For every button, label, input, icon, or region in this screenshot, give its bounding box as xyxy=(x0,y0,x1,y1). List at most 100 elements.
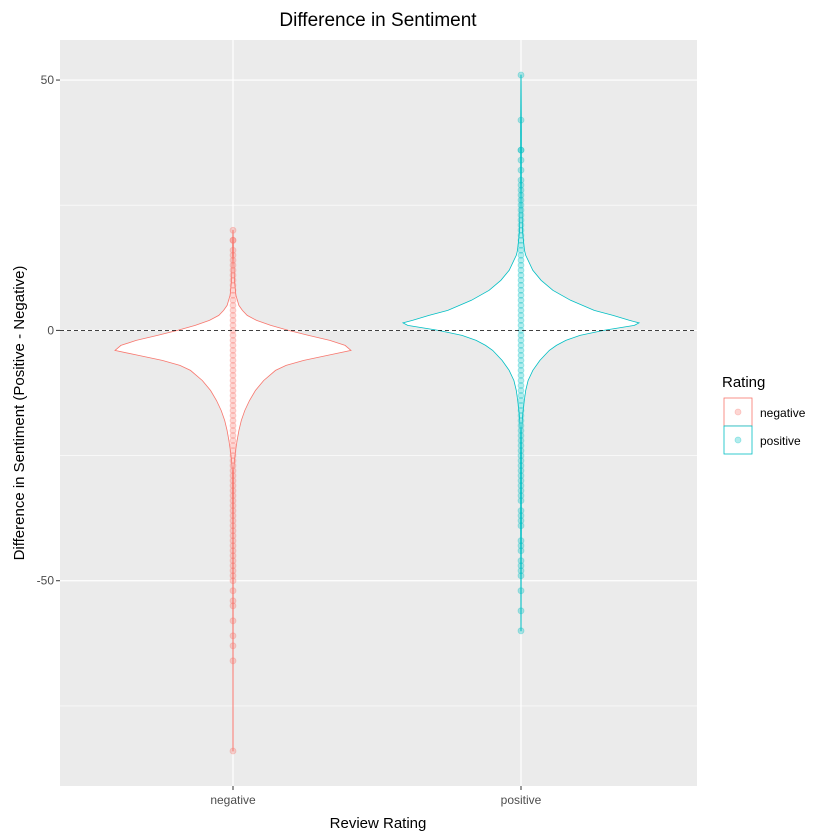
data-point-negative xyxy=(229,291,237,299)
data-point-negative xyxy=(229,397,237,404)
data-point-positive xyxy=(517,587,525,595)
data-point-negative xyxy=(229,281,237,289)
data-point-negative xyxy=(229,251,237,259)
data-point-positive xyxy=(517,482,525,490)
data-point-negative xyxy=(229,427,237,434)
legend-label-positive: positive xyxy=(760,434,801,448)
legend-title: Rating xyxy=(722,374,765,391)
data-point-positive xyxy=(517,557,525,565)
data-point-negative xyxy=(229,522,237,530)
data-point-negative xyxy=(229,562,237,570)
data-point-negative xyxy=(229,271,237,279)
data-point-negative xyxy=(229,537,237,545)
data-point-negative xyxy=(229,572,237,580)
data-point-positive xyxy=(517,522,525,530)
data-point-negative xyxy=(229,371,237,379)
data-point-negative xyxy=(229,492,237,500)
data-point-negative xyxy=(229,402,237,409)
data-point-negative xyxy=(229,432,237,439)
data-point-positive xyxy=(517,356,525,364)
data-point-negative xyxy=(229,377,237,384)
data-point-negative xyxy=(229,632,237,640)
x-axis-title: Review Rating xyxy=(330,815,427,832)
data-point-negative xyxy=(229,301,237,309)
data-point-negative xyxy=(229,447,237,455)
data-point-negative xyxy=(229,577,237,585)
data-point-positive xyxy=(517,572,525,580)
data-point-positive xyxy=(517,512,525,519)
data-point-positive xyxy=(517,537,525,545)
y-tick-label: -50 xyxy=(37,574,55,588)
data-point-positive xyxy=(517,497,525,505)
data-point-negative xyxy=(229,407,237,414)
data-point-positive xyxy=(517,567,525,575)
violins xyxy=(114,74,641,752)
data-point-negative xyxy=(229,412,237,419)
data-point-positive xyxy=(517,422,525,429)
data-point-negative xyxy=(229,276,237,284)
data-point-negative xyxy=(229,417,237,424)
data-point-positive xyxy=(517,336,525,344)
legend-marker-negative xyxy=(734,408,742,416)
data-point-negative xyxy=(229,502,237,510)
data-point-negative xyxy=(229,422,237,429)
data-point-negative xyxy=(229,236,237,244)
data-point-negative xyxy=(229,597,237,605)
chart-title: Difference in Sentiment xyxy=(279,10,477,31)
data-point-positive xyxy=(517,462,525,470)
data-point-positive xyxy=(517,562,525,570)
data-point-positive xyxy=(517,201,525,209)
data-point-positive xyxy=(517,226,525,234)
data-point-negative xyxy=(229,472,237,480)
data-point-positive xyxy=(517,547,525,555)
data-point-positive xyxy=(517,211,525,219)
data-point-positive xyxy=(517,437,525,444)
data-point-positive xyxy=(517,241,525,249)
data-point-positive xyxy=(517,397,525,404)
data-point-positive xyxy=(517,221,525,229)
data-point-positive xyxy=(517,341,525,349)
x-tick-label: negative xyxy=(210,793,256,807)
data-point-negative xyxy=(229,452,237,460)
data-point-positive xyxy=(517,607,525,615)
data-point-negative xyxy=(229,331,237,339)
data-point-positive xyxy=(517,206,525,214)
data-point-positive xyxy=(517,366,525,374)
data-point-positive xyxy=(517,507,525,515)
data-point-negative xyxy=(229,527,237,535)
data-point-positive xyxy=(517,377,525,384)
data-point-negative xyxy=(229,341,237,349)
data-point-positive xyxy=(517,186,525,194)
data-point-positive xyxy=(517,492,525,500)
data-points xyxy=(229,71,525,755)
data-point-negative xyxy=(229,567,237,575)
data-point-negative xyxy=(229,507,237,515)
data-point-positive xyxy=(517,442,525,449)
data-point-positive xyxy=(517,517,525,524)
data-point-negative xyxy=(229,442,237,449)
data-point-negative xyxy=(229,437,237,444)
data-point-negative xyxy=(229,547,237,555)
data-point-negative xyxy=(229,477,237,485)
data-point-positive xyxy=(517,156,525,164)
data-point-positive xyxy=(517,417,525,424)
data-point-positive xyxy=(517,181,525,189)
legend-label-negative: negative xyxy=(760,406,806,420)
data-point-negative xyxy=(229,532,237,540)
data-point-negative xyxy=(229,382,237,389)
data-point-positive xyxy=(517,116,525,124)
data-point-positive xyxy=(517,191,525,199)
data-point-negative xyxy=(229,321,237,329)
data-point-positive xyxy=(517,382,525,389)
data-point-positive xyxy=(517,351,525,359)
data-point-negative xyxy=(229,552,237,560)
legend-key-positive xyxy=(723,425,753,455)
data-point-positive xyxy=(517,432,525,439)
data-point-positive xyxy=(517,407,525,414)
data-point-negative xyxy=(229,487,237,495)
data-point-positive xyxy=(517,316,525,324)
data-point-negative xyxy=(229,497,237,505)
data-point-negative xyxy=(229,306,237,314)
data-point-negative xyxy=(229,296,237,304)
data-point-positive xyxy=(517,371,525,379)
